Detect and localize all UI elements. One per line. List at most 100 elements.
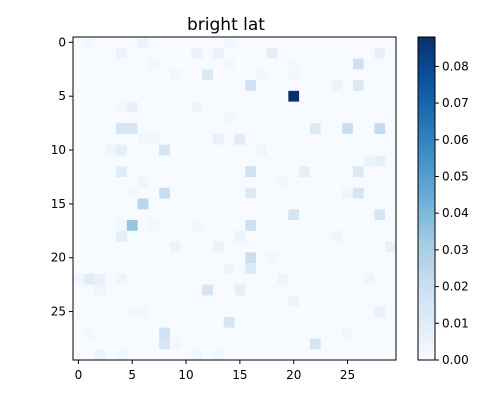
heatmap-cell-r28-c20 [288,338,300,350]
heatmap-cell-r16-c3 [105,209,117,221]
heatmap-cell-r12-c3 [105,166,117,178]
heatmap-cell-r5-c15 [234,90,246,102]
heatmap-cell-r0-c9 [169,37,182,49]
heatmap-cell-r25-c6 [137,306,149,318]
heatmap-cell-r5-c10 [180,90,192,102]
heatmap-cell-r5-c29 [385,90,397,102]
heatmap-cell-r18-c5 [126,230,138,242]
heatmap-cell-r6-c22 [309,101,322,113]
heatmap-cell-r24-c5 [126,295,138,307]
heatmap-cell-r15-c8 [159,198,171,210]
heatmap-cell-r12-c14 [223,166,235,178]
heatmap-cell-r3-c1 [83,69,95,81]
heatmap-cell-r4-c5 [126,80,138,92]
heatmap-cell-r20-c10 [180,252,192,264]
heatmap-cell-r21-c8 [159,263,171,275]
heatmap-cell-r15-c14 [223,198,235,210]
heatmap-cell-r15-c21 [299,198,311,210]
heatmap-cell-r19-c25 [342,241,354,253]
heatmap-cell-r19-c12 [202,241,214,253]
heatmap-cell-r27-c7 [148,327,160,339]
heatmap-cell-r15-c12 [202,198,214,210]
heatmap-cell-r13-c18 [266,176,278,189]
heatmap-cell-r26-c24 [331,316,343,329]
heatmap-cell-r26-c10 [180,316,192,329]
heatmap-cell-r20-c5 [126,252,138,264]
colorbar-tick-label-0.06: 0.06 [442,133,469,147]
heatmap-cell-r14-c25 [342,187,354,199]
heatmap-cell-r23-c12 [202,284,214,296]
heatmap-cell-r6-c25 [342,101,354,113]
heatmap-cell-r2-c3 [105,58,117,70]
heatmap-cell-r23-c25 [342,284,354,296]
heatmap-cell-r29-c12 [202,349,214,361]
heatmap-cell-r6-c6 [137,101,149,113]
heatmap-cell-r4-c0 [73,80,85,92]
heatmap-cell-r14-c6 [137,187,149,199]
heatmap-cell-r17-c11 [191,220,203,232]
heatmap-cell-r9-c17 [256,133,268,146]
heatmap-cell-r9-c24 [331,133,343,146]
heatmap-cell-r19-c28 [374,241,386,253]
heatmap-cell-r28-c19 [277,338,289,350]
heatmap-cell-r26-c2 [94,316,106,329]
heatmap-cell-r7-c27 [363,112,375,124]
heatmap-cell-r7-c13 [212,112,225,124]
heatmap-cell-r12-c9 [169,166,182,178]
heatmap-cell-r27-c24 [331,327,343,339]
heatmap-cell-r11-c20 [288,155,300,167]
heatmap-cell-r5-c8 [159,90,171,102]
heatmap-cell-r10-c6 [137,144,149,156]
heatmap-cell-r22-c28 [374,273,386,286]
heatmap-cell-r11-c1 [83,155,95,167]
heatmap-cell-r26-c15 [234,316,246,329]
heatmap-cell-r4-c23 [320,80,332,92]
heatmap-cell-r20-c17 [256,252,268,264]
heatmap-cell-r1-c25 [342,47,354,59]
heatmap-cell-r19-c24 [331,241,343,253]
heatmap-cell-r12-c11 [191,166,203,178]
heatmap-cell-r4-c16 [245,80,257,92]
heatmap-cell-r16-c20 [288,209,300,221]
heatmap-cell-r7-c11 [191,112,203,124]
heatmap-cell-r21-c19 [277,263,289,275]
heatmap-cell-r23-c16 [245,284,257,296]
heatmap-cell-r18-c28 [374,230,386,242]
heatmap-cell-r27-c27 [363,327,375,339]
heatmap-cell-r8-c25 [342,123,354,135]
heatmap-cell-r28-c13 [212,338,225,350]
heatmap-cell-r16-c28 [374,209,386,221]
heatmap-cell-r6-c5 [126,101,138,113]
heatmap-cell-r22-c7 [148,273,160,286]
heatmap-cell-r1-c24 [331,47,343,59]
heatmap-cell-r3-c28 [374,69,386,81]
heatmap-cell-r19-c26 [352,241,365,253]
heatmap-cell-r3-c21 [299,69,311,81]
heatmap-cell-r12-c0 [73,166,85,178]
heatmap-cell-r21-c4 [116,263,128,275]
heatmap-cell-r28-c23 [320,338,332,350]
heatmap-cell-r16-c1 [83,209,95,221]
heatmap-cell-r12-c18 [266,166,278,178]
heatmap-cell-r25-c4 [116,306,128,318]
heatmap-cell-r8-c2 [94,123,106,135]
heatmap-cell-r12-c27 [363,166,375,178]
heatmap-cell-r20-c24 [331,252,343,264]
heatmap-cell-r28-c21 [299,338,311,350]
heatmap-cell-r20-c12 [202,252,214,264]
heatmap-cell-r6-c26 [352,101,365,113]
heatmap-cell-r14-c5 [126,187,138,199]
heatmap-cell-r22-c3 [105,273,117,286]
heatmap-cell-r1-c2 [94,47,106,59]
heatmap-cell-r26-c18 [266,316,278,329]
heatmap-cell-r0-c7 [148,37,160,49]
heatmap-cell-r3-c17 [256,69,268,81]
heatmap-cell-r24-c6 [137,295,149,307]
heatmap-cell-r22-c6 [137,273,149,286]
heatmap-cell-r22-c21 [299,273,311,286]
heatmap-cell-r7-c29 [385,112,397,124]
heatmap-cell-r0-c2 [94,37,106,49]
heatmap-cell-r24-c25 [342,295,354,307]
heatmap-cell-r6-c21 [299,101,311,113]
heatmap-cell-r0-c23 [320,37,332,49]
